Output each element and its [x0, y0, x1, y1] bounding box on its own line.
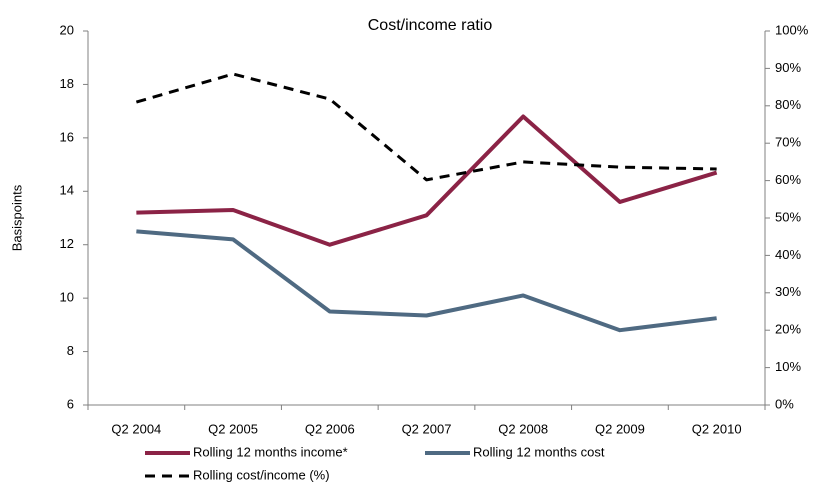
y-tick-label: 14: [60, 183, 74, 198]
x-tick-label: Q2 2004: [111, 421, 161, 436]
y-tick-label: 18: [60, 76, 74, 91]
y2-tick-label: 10%: [775, 359, 801, 374]
x-tick-label: Q2 2008: [498, 421, 548, 436]
y-tick-label: 12: [60, 236, 74, 251]
x-tick-label: Q2 2010: [692, 421, 742, 436]
y2-tick-label: 70%: [775, 135, 801, 150]
y2-tick-label: 20%: [775, 322, 801, 337]
y-tick-label: 10: [60, 290, 74, 305]
y-tick-label: 8: [67, 343, 74, 358]
y2-tick-label: 0%: [775, 396, 794, 411]
y2-tick-label: 100%: [775, 22, 809, 37]
chart-title: Cost/income ratio: [368, 17, 493, 34]
series-line: [135, 72, 717, 182]
series-line: [136, 114, 718, 247]
x-tick-label: Q2 2006: [305, 421, 355, 436]
y2-tick-label: 90%: [775, 60, 801, 75]
y-axis-label: Basispoints: [9, 184, 24, 251]
y2-tick-label: 50%: [775, 209, 801, 224]
legend-label: Rolling 12 months cost: [473, 444, 605, 459]
x-tick-label: Q2 2005: [208, 421, 258, 436]
legend-label: Rolling cost/income (%): [193, 467, 330, 482]
series-line: [136, 229, 717, 333]
y2-tick-label: 30%: [775, 284, 801, 299]
y2-tick-label: 60%: [775, 172, 801, 187]
y2-tick-label: 80%: [775, 97, 801, 112]
y-tick-label: 6: [67, 396, 74, 411]
x-tick-label: Q2 2009: [595, 421, 645, 436]
y2-tick-label: 40%: [775, 247, 801, 262]
x-tick-label: Q2 2007: [402, 421, 452, 436]
legend-label: Rolling 12 months income*: [193, 444, 348, 459]
y-tick-label: 16: [60, 129, 74, 144]
y-tick-label: 20: [60, 22, 74, 37]
